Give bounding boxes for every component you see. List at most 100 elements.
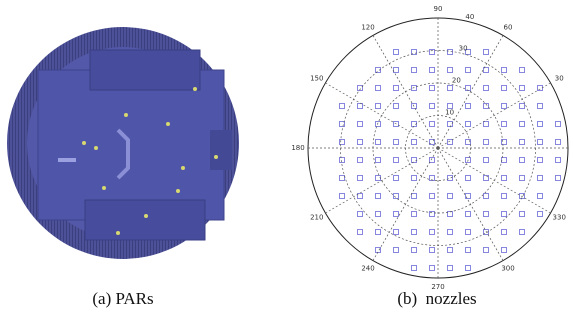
nozzle [340,104,345,109]
nozzle [502,86,507,91]
nozzle [502,122,507,127]
room-bottom [85,200,205,240]
caption: (a) PARs [92,289,153,308]
room-right [210,130,232,170]
nozzle [394,176,399,181]
nozzle [448,176,453,181]
nozzle [430,194,435,199]
nozzle [538,104,543,109]
nozzle [502,140,507,145]
angle-label: 180 [291,144,304,152]
nozzle [412,266,417,271]
nozzle [340,140,345,145]
nozzle [520,212,525,217]
nozzle [358,212,363,217]
spoke [373,35,438,148]
angle-label: 210 [310,214,323,222]
nozzle [448,50,453,55]
nozzle [484,50,489,55]
wall [58,158,76,162]
nozzle [484,104,489,109]
nozzle [376,248,381,253]
nozzle [484,212,489,217]
nozzle [502,158,507,163]
nozzle [394,86,399,91]
spoke [438,148,551,213]
nozzle [412,68,417,73]
nozzle [538,176,543,181]
nozzle [358,230,363,235]
nozzle [340,194,345,199]
nozzle [538,86,543,91]
nozzle [520,140,525,145]
nozzle [466,122,471,127]
caption: (b) nozzles [397,289,476,308]
nozzle [376,194,381,199]
nozzle [448,140,453,145]
nozzle [376,122,381,127]
nozzle [448,212,453,217]
angle-label: 120 [361,24,374,32]
nozzle [466,266,471,271]
nozzle [466,68,471,73]
nozzle [430,50,435,55]
nozzle [430,68,435,73]
nozzle [394,248,399,253]
nozzle [358,104,363,109]
nozzle [484,176,489,181]
nozzle [466,212,471,217]
nozzle [448,248,453,253]
nozzle [412,86,417,91]
page: {"panels": [ {"caption": "(a) PARs"}, {"… [0,0,573,320]
nozzle [484,86,489,91]
angle-label: 300 [501,264,514,272]
nozzle [412,176,417,181]
radius-label: 30 [459,45,468,53]
nozzle [376,158,381,163]
room-top [90,50,200,90]
nozzle [340,176,345,181]
nozzle [538,194,543,199]
nozzle-polar-plot: 102030400306090120150180210240270300330 [291,5,573,291]
nozzle [340,122,345,127]
nozzle [430,122,435,127]
nozzle [376,212,381,217]
pars-render [7,27,239,259]
nozzle [412,212,417,217]
nozzle [520,158,525,163]
nozzle [538,158,543,163]
angle-label: 30 [555,75,564,83]
figure: 102030400306090120150180210240270300330 … [0,0,573,320]
angle-label: 60 [504,24,513,32]
nozzle [520,230,525,235]
radius-label: 20 [452,77,461,85]
angle-label: 150 [310,75,323,83]
nozzle [448,230,453,235]
nozzle [448,68,453,73]
nozzle [394,212,399,217]
angle-label: 90 [434,5,443,13]
nozzle [394,230,399,235]
nozzle [484,140,489,145]
nozzle [430,266,435,271]
nozzle [520,68,525,73]
spoke [438,83,551,148]
nozzle [412,194,417,199]
nozzle [376,104,381,109]
nozzle [502,212,507,217]
nozzle [538,122,543,127]
nozzle [340,158,345,163]
nozzle [430,158,435,163]
nozzle [466,104,471,109]
nozzle [448,86,453,91]
nozzle [448,122,453,127]
angle-label: 330 [553,214,566,222]
nozzle [520,176,525,181]
nozzle [430,86,435,91]
nozzle [376,176,381,181]
nozzle [520,122,525,127]
nozzle [502,194,507,199]
nozzle [520,104,525,109]
nozzle [466,230,471,235]
nozzle [376,86,381,91]
